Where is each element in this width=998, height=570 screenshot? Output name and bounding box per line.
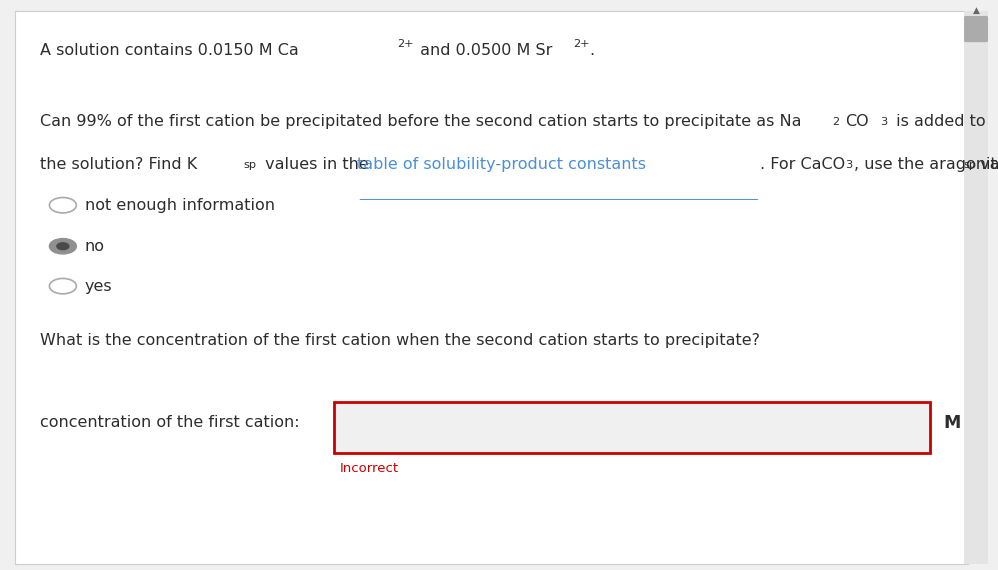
Text: 2+: 2+	[573, 39, 590, 49]
Text: Incorrect: Incorrect	[339, 462, 398, 475]
Text: Can 99% of the first cation be precipitated before the second cation starts to p: Can 99% of the first cation be precipita…	[40, 114, 801, 129]
FancyBboxPatch shape	[964, 16, 988, 42]
Text: , use the aragonite K: , use the aragonite K	[854, 157, 998, 172]
Text: and 0.0500 M Sr: and 0.0500 M Sr	[415, 43, 553, 58]
Text: A solution contains 0.0150 M Ca: A solution contains 0.0150 M Ca	[40, 43, 298, 58]
Text: not enough information: not enough information	[85, 198, 274, 213]
Text: yes: yes	[85, 279, 113, 294]
Text: M: M	[943, 414, 960, 432]
FancyBboxPatch shape	[15, 11, 968, 564]
Text: 2: 2	[832, 117, 839, 127]
Text: values in the: values in the	[260, 157, 374, 172]
Text: 3: 3	[880, 117, 887, 127]
Text: CO: CO	[845, 114, 869, 129]
Text: sp: sp	[244, 160, 256, 170]
Circle shape	[50, 238, 76, 254]
Text: concentration of the first cation:: concentration of the first cation:	[40, 416, 299, 430]
Circle shape	[57, 243, 69, 250]
Text: What is the concentration of the first cation when the second cation starts to p: What is the concentration of the first c…	[40, 333, 759, 348]
Text: no: no	[85, 239, 105, 254]
Text: the solution? Find K: the solution? Find K	[40, 157, 198, 172]
Circle shape	[50, 278, 76, 294]
FancyBboxPatch shape	[334, 402, 930, 453]
Text: table of solubility-product constants: table of solubility-product constants	[357, 157, 647, 172]
Text: 2+: 2+	[397, 39, 414, 49]
Text: value.: value.	[975, 157, 998, 172]
Text: is added to: is added to	[891, 114, 986, 129]
Text: .: .	[589, 43, 594, 58]
Text: ▲: ▲	[973, 6, 979, 15]
Text: . For CaCO: . For CaCO	[760, 157, 845, 172]
Text: 3: 3	[845, 160, 852, 170]
FancyBboxPatch shape	[964, 11, 988, 564]
Text: sp: sp	[963, 160, 976, 170]
Circle shape	[50, 198, 76, 213]
